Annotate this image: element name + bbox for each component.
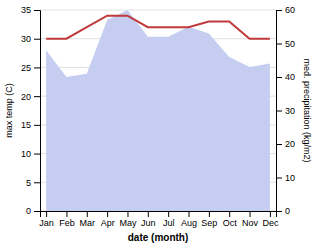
- tick: Dec: [262, 211, 279, 228]
- tick-mark: [276, 10, 282, 11]
- x-axis-title: date (month): [128, 232, 189, 243]
- tick-mark: [276, 144, 282, 145]
- chart-container: Jan Feb Mar Apr May Jun Jul Aug Sep Oct NovDec 0 5 10…: [0, 0, 318, 247]
- tick-mark: [229, 211, 230, 217]
- y-axis: 0 5 10 15 20 25 30 35: [21, 5, 41, 216]
- tick-label: 15: [21, 120, 31, 130]
- tick: 25: [21, 63, 40, 73]
- tick-label: 50: [285, 39, 295, 49]
- tick-label: Apr: [101, 218, 115, 228]
- tick: 30: [276, 106, 295, 116]
- tick-mark: [189, 211, 190, 217]
- tick-label: Oct: [223, 218, 238, 228]
- chart: Jan Feb Mar Apr May Jun Jul Aug Sep Oct NovDec 0 5 10…: [0, 0, 318, 247]
- tick-mark: [250, 211, 251, 217]
- tick-mark: [34, 67, 40, 68]
- grid-line: [40, 10, 276, 11]
- tick: 0: [276, 206, 290, 216]
- tick-label: 25: [21, 63, 31, 73]
- tick: Oct: [223, 211, 238, 228]
- tick-label: 0: [285, 206, 290, 216]
- tick-label: Nov: [242, 218, 259, 228]
- tick-label: 35: [21, 5, 31, 15]
- line: [46, 16, 270, 39]
- tick-mark: [46, 211, 47, 217]
- tick-label: 10: [285, 173, 295, 183]
- tick-label: Mar: [80, 218, 96, 228]
- tick-mark: [87, 211, 88, 217]
- tick: May: [119, 211, 137, 228]
- tick: 60: [276, 5, 295, 15]
- tick-mark: [276, 178, 282, 179]
- tick-mark: [34, 211, 40, 212]
- tick: 35: [21, 5, 40, 15]
- tick-mark: [34, 10, 40, 11]
- tick-label: 30: [285, 106, 295, 116]
- tick: 50: [276, 39, 295, 49]
- tick-label: 10: [21, 149, 31, 159]
- tick: 20: [276, 139, 295, 149]
- tick-mark: [34, 96, 40, 97]
- area: [46, 10, 270, 211]
- axis-line: [34, 11, 41, 212]
- y2-axis: 0 10 20 30 40 50 60: [276, 5, 295, 216]
- tick: 20: [21, 92, 40, 102]
- axis-line: [277, 11, 283, 212]
- tick: 10: [276, 173, 295, 183]
- axis-line: [41, 212, 277, 218]
- grid: [40, 10, 276, 211]
- plot-area: [46, 10, 270, 211]
- tick-label: 5: [26, 178, 31, 188]
- tick-mark: [276, 44, 282, 45]
- tick: Nov: [242, 211, 259, 228]
- tick-mark: [270, 211, 271, 217]
- tick-mark: [66, 211, 67, 217]
- tick: 40: [276, 72, 295, 82]
- tick-label: Aug: [181, 218, 197, 228]
- tick-mark: [276, 77, 282, 78]
- tick: 15: [21, 120, 40, 130]
- x-axis: Jan Feb Mar Apr May Jun Jul Aug Sep Oct NovDec: [39, 211, 279, 228]
- tick-label: Feb: [59, 218, 75, 228]
- tick-label: 30: [21, 34, 31, 44]
- tick-mark: [34, 154, 40, 155]
- tick-label: 20: [285, 139, 295, 149]
- tick-label: Sep: [201, 218, 217, 228]
- tick-mark: [168, 211, 169, 217]
- tick: Mar: [80, 211, 96, 228]
- tick: 10: [21, 149, 40, 159]
- tick: Apr: [101, 211, 115, 228]
- tick-label: 40: [285, 72, 295, 82]
- tick: Jun: [141, 211, 156, 228]
- tick-mark: [148, 211, 149, 217]
- y-axis-title: max temp (C): [4, 83, 14, 138]
- tick-label: 0: [26, 206, 31, 216]
- tick-label: Jul: [163, 218, 175, 228]
- tick: Aug: [181, 211, 197, 228]
- tick-mark: [276, 111, 282, 112]
- tick-label: 60: [285, 5, 295, 15]
- tick-label: May: [119, 218, 137, 228]
- tick-mark: [276, 211, 282, 212]
- tick-label: Dec: [262, 218, 279, 228]
- tick-mark: [34, 182, 40, 183]
- y2-axis-title: med. precipitation (kg/m2): [302, 58, 312, 162]
- tick-label: 20: [21, 92, 31, 102]
- tick: Jan: [39, 211, 54, 228]
- tick: Feb: [59, 211, 75, 228]
- tick: Sep: [201, 211, 217, 228]
- tick-label: Jun: [141, 218, 156, 228]
- tick-mark: [127, 211, 128, 217]
- tick-mark: [209, 211, 210, 217]
- tick: 30: [21, 34, 40, 44]
- tick: 5: [26, 178, 40, 188]
- tick-mark: [34, 39, 40, 40]
- tick-mark: [34, 125, 40, 126]
- tick-mark: [107, 211, 108, 217]
- tick: 0: [26, 206, 40, 216]
- tick-label: Jan: [39, 218, 54, 228]
- tick: Jul: [163, 211, 175, 228]
